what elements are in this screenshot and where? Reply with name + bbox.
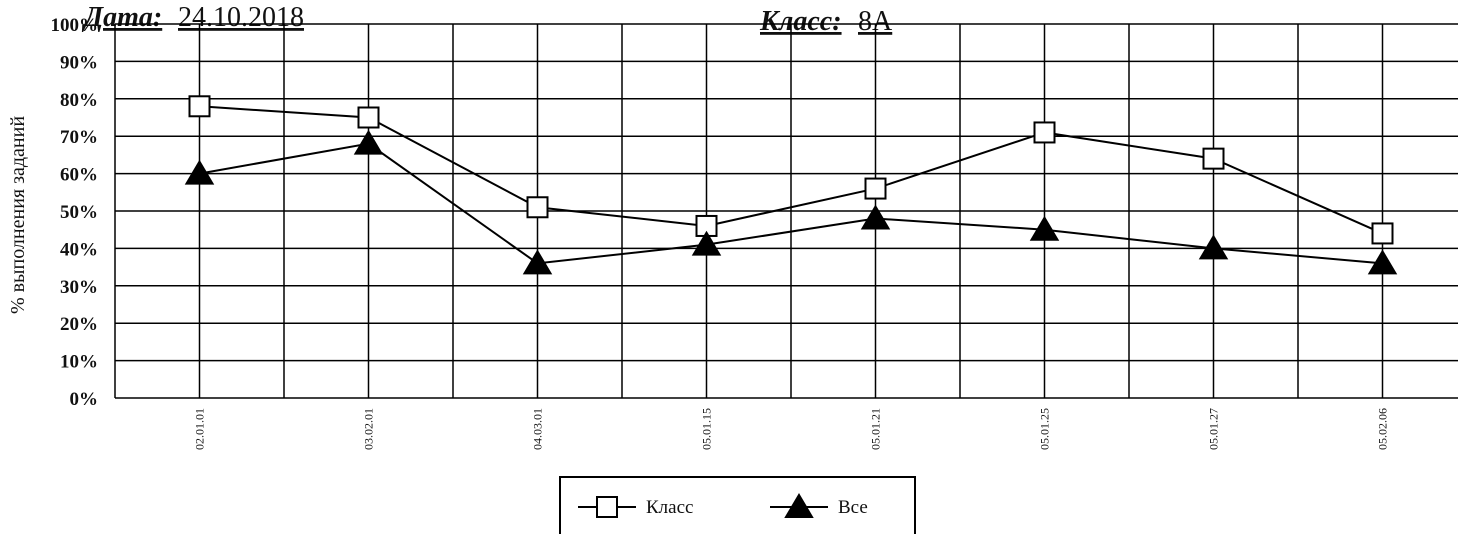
series-line [199,142,1383,265]
marker [188,95,211,118]
y-tick-label: 20% [60,314,98,335]
marker [860,204,891,230]
y-tick-label: 100% [51,15,99,36]
date: 24.10.2018 [178,2,304,33]
marker [353,129,384,155]
y-axis-title: % выполнения заданий [7,116,29,314]
y-tick-label: 10% [60,352,98,373]
y-tick-label: 40% [60,239,98,260]
y-tick-label: 50% [60,202,98,223]
legend-label: Класс [646,497,693,518]
y-tick-label: 60% [60,165,98,186]
marker [1371,222,1394,245]
marker [1202,147,1225,170]
y-tick-label: 90% [60,52,98,73]
marker [784,493,814,518]
marker [691,230,722,256]
class-label: Класс: [759,6,842,37]
date-label: Дата: [81,2,162,33]
y-tick-label: 80% [60,90,98,111]
y-tick-label: 30% [60,277,98,298]
y-tick-label: 0% [70,389,99,410]
x-tick-label: 05.01.21 [869,408,883,450]
marker [184,159,215,185]
x-tick-label: 05.01.15 [700,408,714,450]
y-tick-label: 70% [60,127,98,148]
x-tick-label: 02.01.01 [193,408,207,450]
legend-label: Все [838,497,868,518]
marker [1029,215,1060,241]
x-tick-label: 03.02.01 [362,408,376,450]
marker [357,106,380,129]
marker [596,496,618,518]
x-tick-label: 04.03.01 [531,408,545,450]
x-tick-label: 05.01.27 [1207,408,1221,450]
marker [526,196,549,219]
marker [1033,121,1056,144]
legend-box [559,476,916,534]
marker [522,249,553,275]
x-tick-label: 05.02.06 [1376,408,1390,450]
marker [1198,234,1229,260]
marker [864,177,887,200]
series-line [199,105,1383,235]
marker [1367,249,1398,275]
x-tick-label: 05.01.25 [1038,408,1052,450]
